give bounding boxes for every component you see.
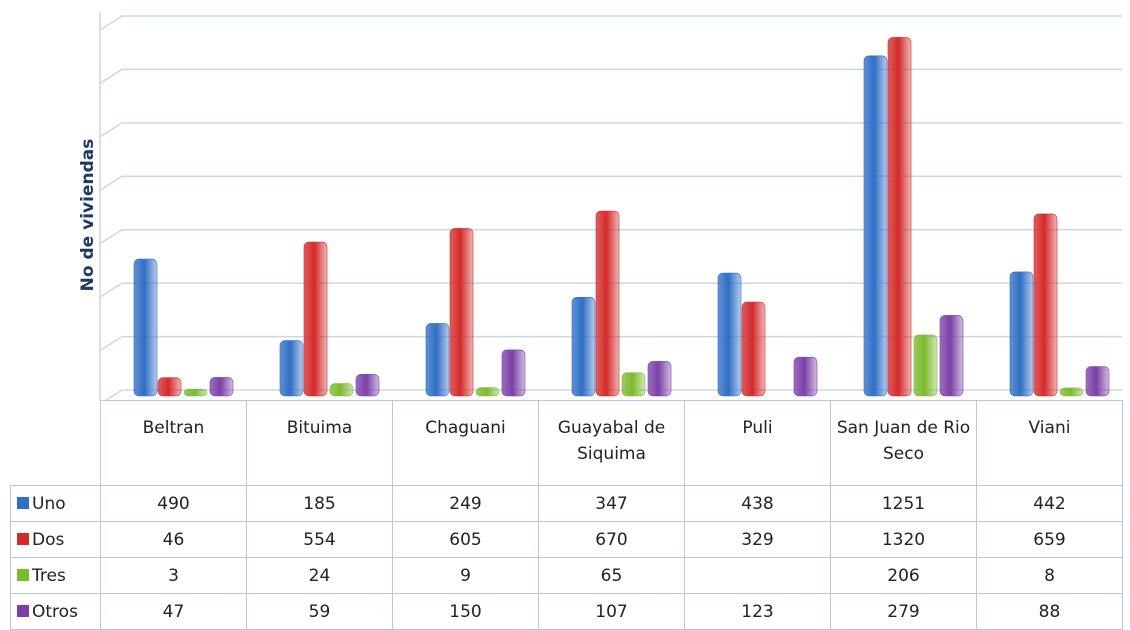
x-tick-label: Viani xyxy=(976,400,1123,486)
bar xyxy=(717,272,742,397)
data-table: Beltran Bituima Chaguani Guayabal de Siquim… xyxy=(10,400,1123,630)
bar xyxy=(183,388,208,397)
grid-line xyxy=(99,282,1122,298)
table-value: 554 xyxy=(246,521,393,558)
table-value: 438 xyxy=(684,485,831,522)
table-row: Uno 490 185 249 347 438 1251 442 xyxy=(10,485,1123,522)
legend-key xyxy=(17,604,29,617)
table-value: 3 xyxy=(100,557,247,594)
table-value: 46 xyxy=(100,521,247,558)
bar xyxy=(329,383,354,397)
table-value: 8 xyxy=(976,557,1123,594)
table-value: 1320 xyxy=(830,521,977,558)
table-row: Otros 47 59 150 107 123 279 88 xyxy=(10,593,1123,630)
grid-line xyxy=(99,15,1122,31)
bar xyxy=(939,315,964,397)
bar xyxy=(793,356,818,397)
x-tick-label: San Juan de Rio Seco xyxy=(830,400,977,486)
grid-line xyxy=(99,335,1122,352)
bar xyxy=(741,301,766,397)
table-value: 659 xyxy=(976,521,1123,558)
legend-label: Otros xyxy=(32,601,78,622)
table-row: Dos 46 554 605 670 329 1320 659 xyxy=(10,521,1123,558)
table-value: 279 xyxy=(830,593,977,630)
legend-key xyxy=(17,532,29,545)
bar xyxy=(647,361,672,397)
legend-key xyxy=(17,496,29,509)
bar xyxy=(475,387,500,397)
bar xyxy=(209,377,234,397)
table-value: 670 xyxy=(538,521,685,558)
table-value: 47 xyxy=(100,593,247,630)
bar xyxy=(1059,387,1084,397)
table-value: 206 xyxy=(830,557,977,594)
bar xyxy=(913,334,938,397)
table-value: 442 xyxy=(976,485,1123,522)
grid-line xyxy=(99,68,1122,85)
bar xyxy=(571,297,596,397)
y-axis-title: No de viviendas xyxy=(78,139,98,292)
grid-line xyxy=(99,175,1122,191)
x-tick-label: Beltran xyxy=(100,400,247,486)
table-value: 107 xyxy=(538,593,685,630)
x-tick-label: Bituima xyxy=(246,400,393,486)
table-value xyxy=(684,557,831,594)
table-value: 490 xyxy=(100,485,247,522)
bar xyxy=(621,372,646,397)
x-tick-label: Chaguani xyxy=(392,400,539,486)
bar xyxy=(1085,366,1110,397)
table-value: 9 xyxy=(392,557,539,594)
bar xyxy=(303,241,328,397)
bar xyxy=(157,377,182,397)
corner xyxy=(10,400,101,486)
legend-cell: Tres xyxy=(10,557,101,594)
table-value: 347 xyxy=(538,485,685,522)
legend-cell: Otros xyxy=(10,593,101,630)
legend-label: Tres xyxy=(32,565,66,586)
chart: No de viviendas xyxy=(78,12,1122,400)
x-tick-label: Puli xyxy=(684,400,831,486)
legend-label: Uno xyxy=(32,493,66,514)
table-value: 24 xyxy=(246,557,393,594)
bar xyxy=(133,258,158,397)
table-value: 59 xyxy=(246,593,393,630)
grid-line xyxy=(99,228,1122,245)
grid-line xyxy=(99,122,1122,138)
table-value: 123 xyxy=(684,593,831,630)
header-row: Beltran Bituima Chaguani Guayabal de Siquim… xyxy=(10,400,1123,486)
table-value: 65 xyxy=(538,557,685,594)
bar xyxy=(863,55,888,397)
table-value: 185 xyxy=(246,485,393,522)
legend-label: Dos xyxy=(32,529,65,550)
table-value: 1251 xyxy=(830,485,977,522)
legend-cell: Dos xyxy=(10,521,101,558)
bar xyxy=(425,323,450,397)
table-value: 329 xyxy=(684,521,831,558)
bar xyxy=(355,373,380,397)
bar xyxy=(1009,271,1034,397)
bar xyxy=(887,37,912,397)
bar xyxy=(279,340,304,397)
table-value: 249 xyxy=(392,485,539,522)
table-row: Tres 3 24 9 65 206 8 xyxy=(10,557,1123,594)
table-value: 150 xyxy=(392,593,539,630)
grid-line xyxy=(104,389,1122,400)
x-tick-label: Guayabal de Siquima xyxy=(538,400,685,486)
legend-key xyxy=(17,568,29,581)
bar xyxy=(595,210,620,397)
bar xyxy=(1033,213,1058,397)
table-value: 88 xyxy=(976,593,1123,630)
table-value: 605 xyxy=(392,521,539,558)
legend-cell: Uno xyxy=(10,485,101,522)
bar xyxy=(501,349,526,397)
bar xyxy=(449,228,474,397)
